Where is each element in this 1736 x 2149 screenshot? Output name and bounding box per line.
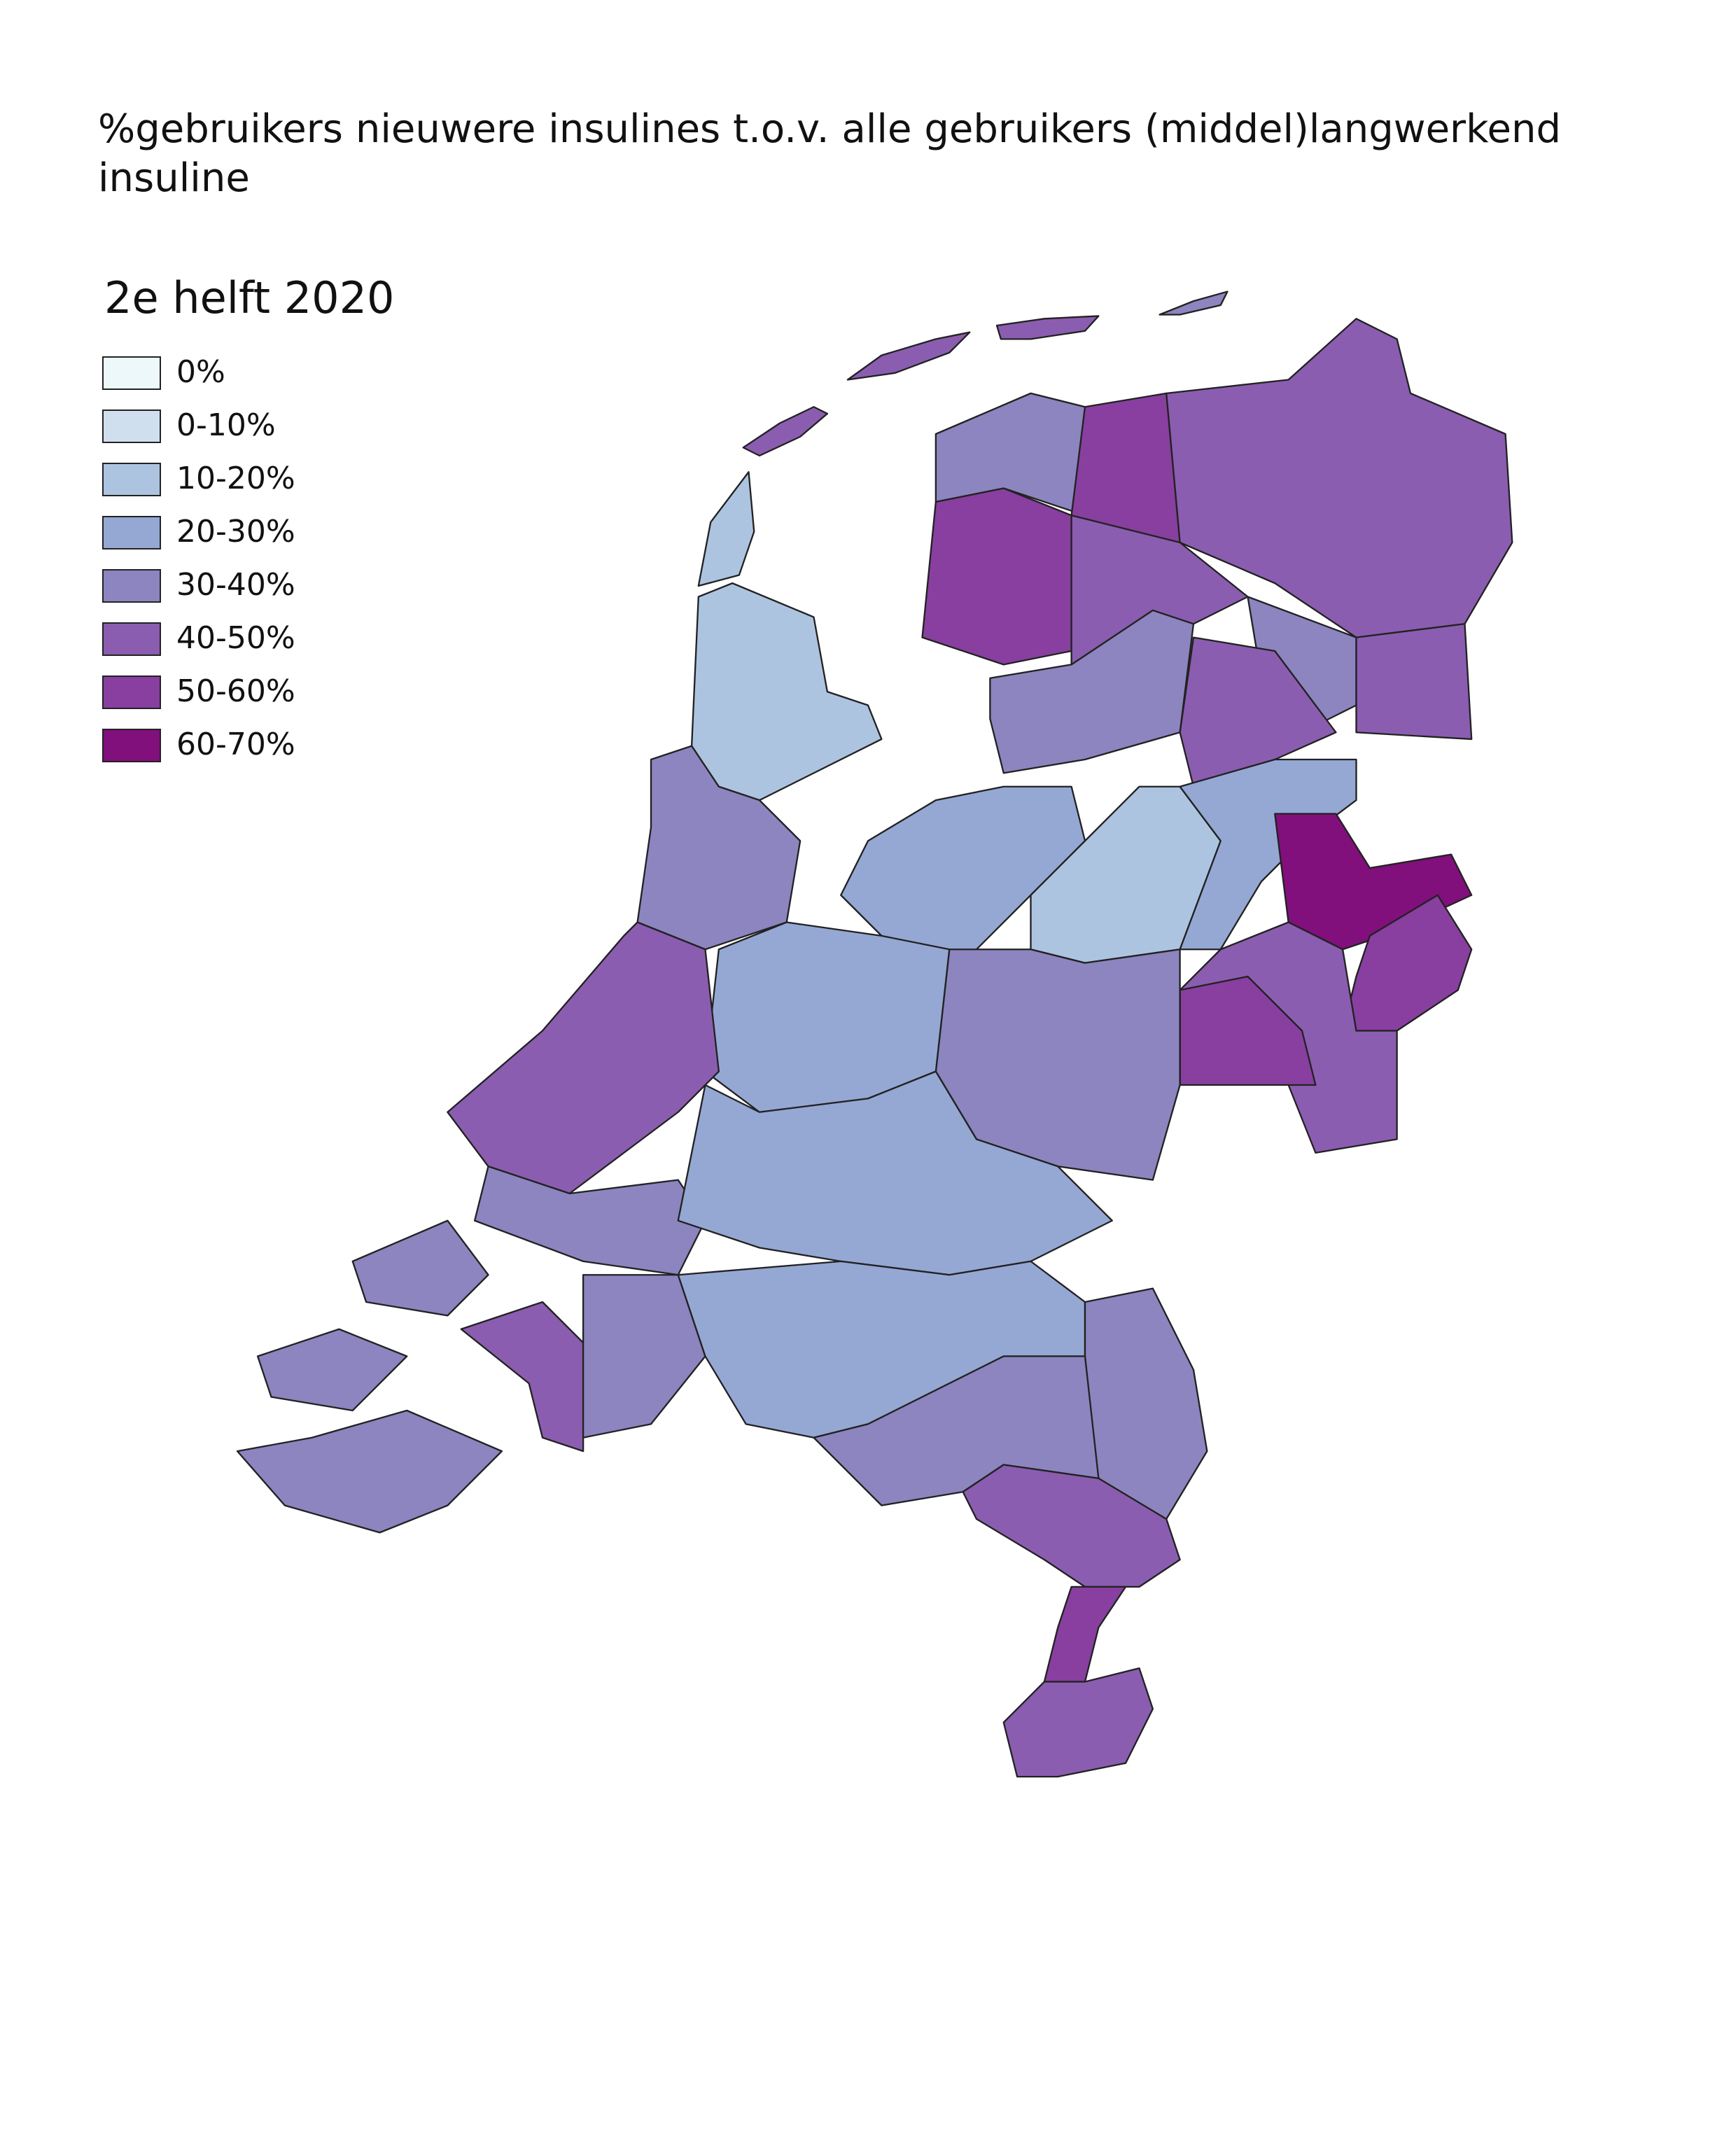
legend-title: 2e helft 2020 (104, 272, 395, 323)
legend-label: 20-30% (176, 514, 295, 550)
legend-swatch (102, 729, 161, 762)
region (690, 582, 883, 802)
region (447, 921, 720, 1195)
region (351, 1219, 489, 1317)
legend-swatch (102, 463, 161, 496)
region (1341, 894, 1473, 1032)
region (1166, 318, 1513, 638)
map-title: %gebruikers nieuwere insulines t.o.v. al… (98, 106, 1561, 201)
legend-label: 0-10% (176, 407, 276, 443)
legend-label: 10-20% (176, 461, 295, 496)
region (473, 1166, 706, 1276)
region (582, 1274, 706, 1438)
region (677, 1070, 1113, 1276)
legend-swatch (102, 410, 161, 443)
region (962, 1464, 1181, 1588)
legend-label: 0% (176, 354, 225, 390)
region (460, 1301, 584, 1452)
legend: 0% 0-10% 10-20% 20-30% 30-40% 40-50% 50-60% 60-… (102, 354, 295, 762)
region (1158, 290, 1228, 316)
legend-swatch (102, 516, 161, 550)
region (236, 1409, 503, 1534)
legend-label: 30-40% (176, 567, 295, 603)
legend-swatch (102, 622, 161, 656)
region (1043, 1586, 1127, 1683)
region (742, 406, 829, 457)
region (921, 487, 1072, 666)
legend-label: 60-70% (176, 727, 295, 762)
legend-swatch (102, 569, 161, 603)
regions (236, 290, 1513, 1778)
legend-label: 50-60% (176, 673, 295, 709)
legend-label: 40-50% (176, 620, 295, 656)
region (256, 1328, 408, 1412)
region (636, 745, 802, 951)
region (995, 315, 1100, 340)
region (1002, 1667, 1154, 1778)
region (697, 471, 755, 587)
region (846, 331, 971, 381)
legend-swatch (102, 356, 161, 390)
legend-swatch (102, 676, 161, 709)
region (1355, 623, 1473, 741)
